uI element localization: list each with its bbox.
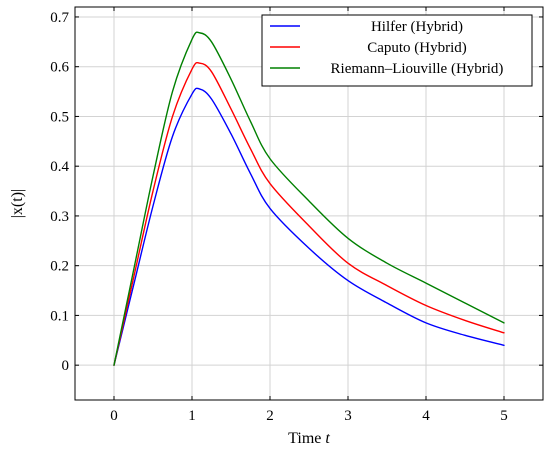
legend-box [261,14,533,87]
y-tick-label: 0 [62,358,70,374]
y-tick-label: 0.2 [50,259,69,275]
series-line-1 [113,61,505,366]
x-tick-label: 1 [188,408,196,424]
x-tick-label: 3 [344,408,352,424]
legend-label-1: Caputo (Hybrid) [367,40,467,56]
y-axis-title: |x(t)| [9,189,26,219]
y-tick-label: 0.7 [50,10,69,26]
legend-label-2: Riemann–Liouville (Hybrid) [331,61,504,77]
plot-frame [74,6,544,401]
series-line-2 [113,31,505,366]
x-tick-label: 2 [266,408,274,424]
x-tick-label: 0 [110,408,118,424]
x-tick-label: 4 [422,408,430,424]
series-layer [113,31,505,366]
y-tick-label: 0.5 [50,109,69,125]
x-axis-label: Time [288,430,321,447]
axis-ticks: 0 1 2 3 4 5 0 0.1 0.2 0.3 0.4 0.5 0.6 0.7 [50,7,543,424]
x-tick-label: 5 [500,408,508,424]
y-tick-label: 0.1 [50,308,69,324]
y-tick-label: 0.6 [50,60,69,76]
y-tick-label: 0.3 [50,209,69,225]
legend-label-0: Hilfer (Hybrid) [371,19,463,35]
legend: Hilfer (Hybrid) Caputo (Hybrid) Riemann–Li… [261,14,533,87]
series-line-0 [113,87,505,366]
y-tick-label: 0.4 [50,159,69,175]
x-axis-variable: t [325,430,330,447]
x-axis-title: Time t [288,430,330,447]
